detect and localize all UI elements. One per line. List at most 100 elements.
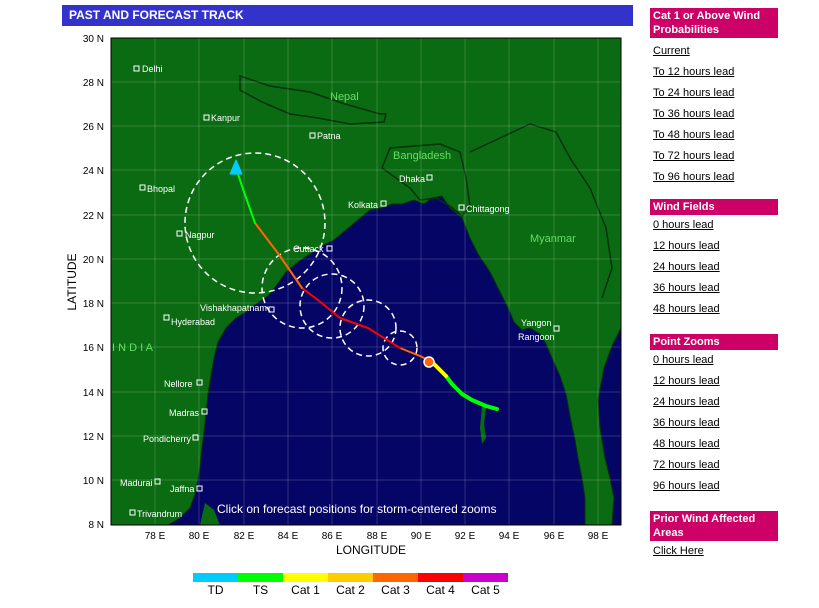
wind-fields-heading: Wind Fields [650, 199, 778, 215]
legend-label-cat1: Cat 1 [291, 583, 320, 597]
city-chittagong: Chittagong [466, 204, 510, 214]
legend-color-bar [193, 573, 508, 582]
lat-tick: 12 N [83, 432, 104, 443]
x-axis-label: LONGITUDE [336, 543, 406, 557]
wind-fields-section: Wind Fields 0 hours lead 12 hours lead 2… [650, 199, 778, 320]
wind-probabilities-heading: Cat 1 or Above Wind Probabilities [650, 8, 778, 38]
point-zoom-link-96h[interactable]: 96 hours lead [653, 480, 720, 492]
point-zooms-heading: Point Zooms [650, 334, 778, 350]
track-title-bar: PAST AND FORECAST TRACK [62, 5, 633, 26]
intensity-legend: TD TS Cat 1 Cat 2 Cat 3 Cat 4 Cat 5 [193, 573, 508, 599]
wind-fields-link-0h[interactable]: 0 hours lead [653, 219, 714, 231]
wind-prob-link-24h[interactable]: To 24 hours lead [653, 87, 735, 99]
bangladesh-border [381, 143, 471, 218]
lon-tick: 84 E [278, 531, 299, 542]
legend-label-cat2: Cat 2 [336, 583, 365, 597]
point-zooms-section: Point Zooms 0 hours lead 12 hours lead 2… [650, 334, 778, 497]
lon-tick: 88 E [367, 531, 388, 542]
map-frame [110, 37, 622, 526]
y-axis-label: LATITUDE [65, 253, 79, 310]
point-zoom-link-0h[interactable]: 0 hours lead [653, 354, 714, 366]
lon-tick: 82 E [234, 531, 255, 542]
lat-tick: 28 N [83, 78, 104, 89]
forecast-circle-36h[interactable] [339, 299, 397, 357]
andaman-islands [480, 406, 486, 444]
city-pondicherry: Pondicherry [143, 434, 192, 444]
city-nagpur: Nagpur [185, 230, 215, 240]
lat-tick: 20 N [83, 255, 104, 266]
wind-prob-link-36h[interactable]: To 36 hours lead [653, 108, 735, 120]
lat-tick: 18 N [83, 299, 104, 310]
prior-wind-heading: Prior Wind Affected Areas [650, 511, 778, 541]
lon-tick: 90 E [411, 531, 432, 542]
legend-swatch-cat3 [373, 573, 418, 582]
city-dhaka: Dhaka [399, 174, 425, 184]
point-zoom-link-48h[interactable]: 48 hours lead [653, 438, 720, 450]
wind-prob-link-12h[interactable]: To 12 hours lead [653, 66, 735, 78]
city-kolkata: Kolkata [348, 200, 378, 210]
legend-swatch-cat2 [328, 573, 373, 582]
city-labels: Delhi Kanpur Patna Bhopal Nagpur Cuttack… [120, 64, 560, 519]
city-jaffna: Jaffna [170, 484, 194, 494]
country-label-bangladesh: Bangladesh [393, 150, 451, 162]
forecast-circles [184, 152, 418, 366]
wind-prob-link-current[interactable]: Current [653, 45, 690, 57]
nepal-border [239, 74, 387, 125]
lat-tick: 14 N [83, 388, 104, 399]
track-map: Nepal Bangladesh Myanmar I N D I A Delhi… [0, 28, 640, 603]
lon-tick: 80 E [189, 531, 210, 542]
lat-tick: 10 N [83, 476, 104, 487]
forecast-circle-48h[interactable] [299, 273, 365, 339]
legend-swatch-cat1 [283, 573, 328, 582]
forecast-circle-96h[interactable] [184, 152, 326, 294]
country-labels: Nepal Bangladesh Myanmar I N D I A [112, 91, 576, 354]
prior-wind-link[interactable]: Click Here [653, 545, 704, 557]
city-trivandrum: Trivandrum [137, 509, 182, 519]
track-segment-cat1-past [430, 360, 448, 378]
country-label-nepal: Nepal [330, 91, 359, 103]
track-segment-ts-late [235, 167, 256, 224]
point-zoom-link-36h[interactable]: 36 hours lead [653, 417, 720, 429]
lon-tick: 78 E [145, 531, 166, 542]
track-segment-ts-past [444, 374, 499, 411]
lat-tick: 24 N [83, 166, 104, 177]
legend-label-ts: TS [252, 583, 269, 597]
city-kanpur: Kanpur [211, 113, 240, 123]
city-patna: Patna [317, 131, 341, 141]
legend-label-td: TD [207, 583, 224, 597]
lon-tick: 86 E [322, 531, 343, 542]
lon-tick: 94 E [499, 531, 520, 542]
wind-prob-link-72h[interactable]: To 72 hours lead [653, 150, 735, 162]
wind-prob-link-48h[interactable]: To 48 hours lead [653, 129, 735, 141]
wind-prob-link-96h[interactable]: To 96 hours lead [653, 171, 735, 183]
legend-label-cat5: Cat 5 [471, 583, 500, 597]
current-storm-position[interactable] [423, 356, 435, 368]
wind-fields-link-24h[interactable]: 24 hours lead [653, 261, 720, 273]
track-segment-cat4-forecast [301, 287, 401, 349]
track-end-arrow [229, 159, 243, 175]
wind-fields-link-48h[interactable]: 48 hours lead [653, 303, 720, 315]
lat-tick: 26 N [83, 122, 104, 133]
point-zoom-link-72h[interactable]: 72 hours lead [653, 459, 720, 471]
legend-swatch-cat4 [418, 573, 463, 582]
gridlines [111, 38, 621, 525]
legend-swatch-td [193, 573, 238, 582]
legend-swatch-cat5 [463, 573, 508, 582]
city-nellore: Nellore [164, 379, 193, 389]
lon-tick: 92 E [455, 531, 476, 542]
wind-fields-link-12h[interactable]: 12 hours lead [653, 240, 720, 252]
point-zoom-link-12h[interactable]: 12 hours lead [653, 375, 720, 387]
lon-tick: 98 E [588, 531, 609, 542]
lat-tick: 22 N [83, 211, 104, 222]
forecast-circle-72h[interactable] [261, 247, 343, 329]
lon-tick-labels: 78 E 80 E 82 E 84 E 86 E 88 E 90 E 92 E … [145, 531, 609, 542]
country-label-india: I N D I A [112, 342, 154, 354]
forecast-circle-24h[interactable] [382, 330, 418, 366]
track-map-svg: Nepal Bangladesh Myanmar I N D I A Delhi… [65, 34, 622, 557]
wind-fields-link-36h[interactable]: 36 hours lead [653, 282, 720, 294]
legend-swatch-ts [238, 573, 283, 582]
lat-tick: 8 N [88, 520, 104, 531]
point-zoom-link-24h[interactable]: 24 hours lead [653, 396, 720, 408]
lat-tick: 30 N [83, 34, 104, 45]
city-madras: Madras [169, 408, 200, 418]
